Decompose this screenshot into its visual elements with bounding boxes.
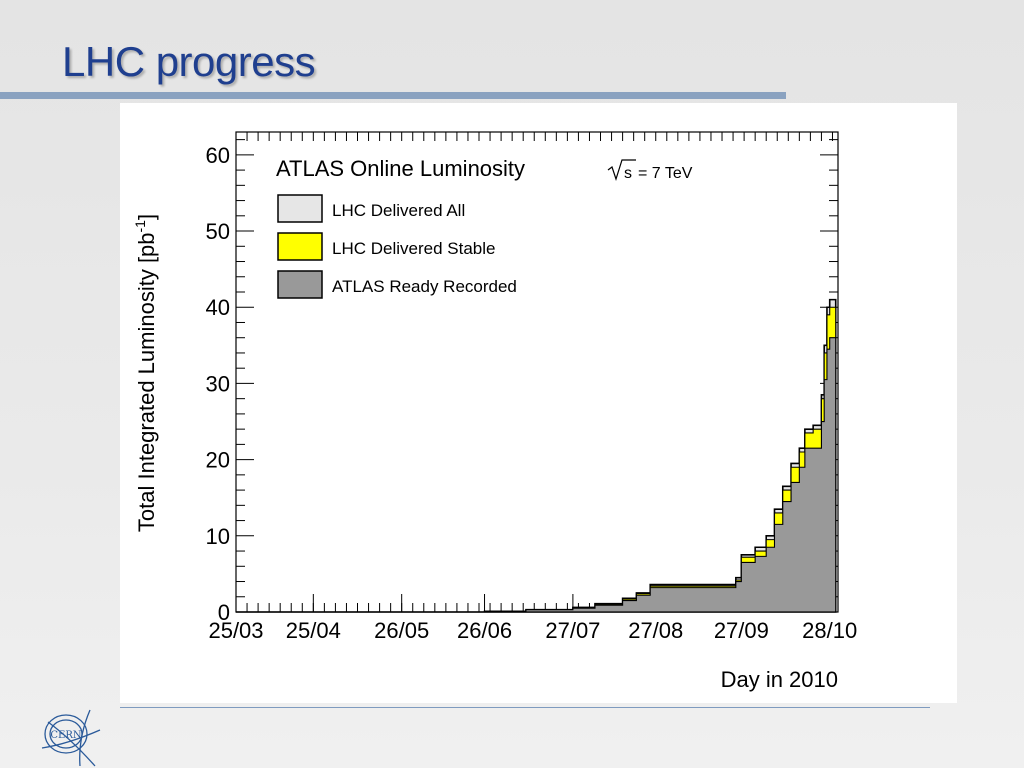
y-tick-label: 40 xyxy=(206,295,230,320)
footer-divider xyxy=(120,707,930,708)
x-tick-label: 26/06 xyxy=(457,618,512,643)
title-underline xyxy=(0,92,786,99)
x-tick-label: 25/04 xyxy=(286,618,341,643)
x-tick-label: 25/03 xyxy=(208,618,263,643)
plot-frame xyxy=(235,131,839,613)
legend-label-stable: LHC Delivered Stable xyxy=(332,239,495,258)
slide-title: LHC progress xyxy=(62,38,316,85)
y-tick-label: 20 xyxy=(206,448,230,473)
legend-swatch-stable xyxy=(277,232,323,261)
y-tick-labels: 0 10 20 30 40 50 60 xyxy=(206,143,230,625)
legend-label-recorded: ATLAS Ready Recorded xyxy=(332,277,517,296)
legend-swatch-all xyxy=(277,194,323,223)
x-axis-title: Day in 2010 xyxy=(721,667,838,692)
chart-title: ATLAS Online Luminosity xyxy=(276,156,525,181)
energy-annotation: s = 7 TeV xyxy=(607,159,693,182)
legend-swatch-recorded xyxy=(277,270,323,299)
area-ready-recorded xyxy=(236,337,837,613)
energy-symbol: s xyxy=(624,165,632,182)
legend-label-all: LHC Delivered All xyxy=(332,201,465,220)
cern-logo-text: CERN xyxy=(50,730,81,741)
cern-logo: CERN xyxy=(41,709,101,767)
x-tick-label: 26/05 xyxy=(374,618,429,643)
x-tick-label: 27/08 xyxy=(628,618,683,643)
x-tick-label: 28/10 xyxy=(802,618,857,643)
y-axis-title: Total Integrated Luminosity [pb-1] xyxy=(132,214,159,532)
axis-ticks xyxy=(235,132,838,613)
y-tick-label: 0 xyxy=(218,600,230,625)
sqrt-icon xyxy=(607,159,636,181)
energy-label: = 7 TeV xyxy=(638,165,693,182)
y-tick-label: 30 xyxy=(206,371,230,396)
x-tick-label: 27/07 xyxy=(545,618,600,643)
x-tick-labels: 25/03 25/04 26/05 26/06 27/07 27/08 27/09 28/10 xyxy=(208,618,857,643)
luminosity-plot-panel: 0 10 20 30 40 50 60 25/03 25/04 26/05 26/06 27/07 2… xyxy=(120,103,957,703)
y-tick-label: 10 xyxy=(206,524,230,549)
y-tick-label: 50 xyxy=(206,219,230,244)
y-tick-label: 60 xyxy=(206,143,230,168)
x-tick-label: 27/09 xyxy=(714,618,769,643)
legend: LHC Delivered All LHC Delivered Stable A… xyxy=(277,194,517,299)
data-areas xyxy=(236,298,837,613)
